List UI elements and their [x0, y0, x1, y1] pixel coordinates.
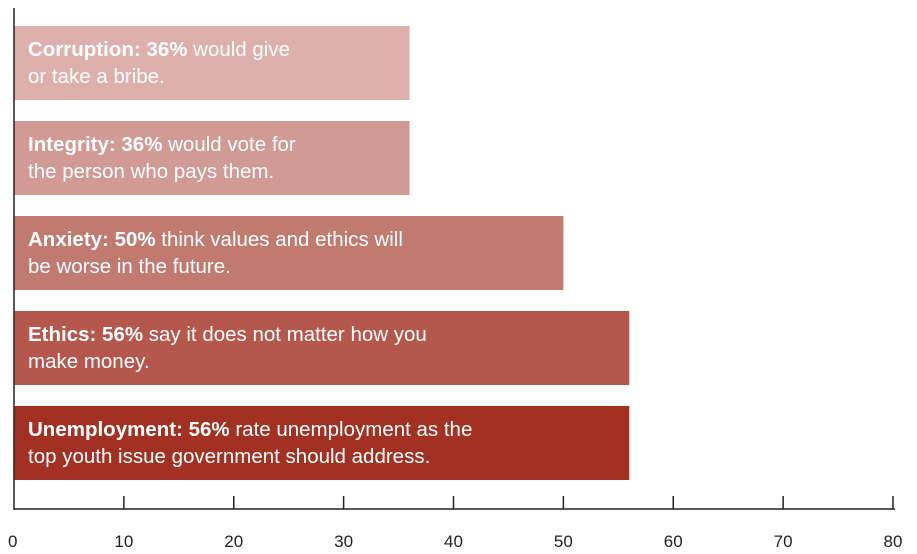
bar-label-highlight: Unemployment: 56%: [28, 418, 230, 441]
bar-label-text: would vote for: [162, 133, 295, 156]
bar-label-line2: be worse in the future.: [28, 255, 231, 278]
bar-label-line1: Anxiety: 50% think values and ethics wil…: [28, 228, 403, 251]
bar-integrity: [14, 121, 410, 195]
bar-label-line1: Integrity: 36% would vote for: [28, 133, 296, 156]
bar-anxiety: [14, 216, 564, 290]
x-tick-label: 10: [114, 532, 133, 551]
bar-unemployment: [14, 406, 630, 480]
bar-label-text: think values and ethics will: [156, 228, 403, 251]
x-tick-label: 70: [774, 532, 793, 551]
x-tick-label: 40: [444, 532, 463, 551]
x-tick-label: 30: [334, 532, 353, 551]
bar-label-text: say it does not matter how you: [143, 323, 427, 346]
bar-label-highlight: Integrity: 36%: [28, 133, 162, 156]
bar-label-line1: Corruption: 36% would give: [28, 38, 290, 61]
bar-label-line1: Ethics: 56% say it does not matter how y…: [28, 323, 427, 346]
bar-corruption: [14, 26, 410, 100]
bars-group: Corruption: 36% would give or take a brib…: [14, 26, 630, 480]
bar-label-highlight: Ethics: 56%: [28, 323, 143, 346]
x-tick-label: 80: [884, 532, 903, 551]
x-tick-label: 0: [8, 532, 17, 551]
bar-label-text: rate unemployment as the: [230, 418, 473, 441]
bar-label-text: would give: [187, 38, 290, 61]
bar-label-line2: or take a bribe.: [28, 65, 165, 88]
x-tick-label: 50: [554, 532, 573, 551]
x-axis-ticks: 0 10 20 30 40 50 60 70 80: [8, 496, 902, 551]
bar-label-line1: Unemployment: 56% rate unemployment as t…: [28, 418, 472, 441]
x-tick-label: 60: [664, 532, 683, 551]
bar-label-line2: make money.: [28, 350, 150, 373]
bar-label-highlight: Corruption: 36%: [28, 38, 187, 61]
x-tick-label: 20: [224, 532, 243, 551]
bar-label-highlight: Anxiety: 50%: [28, 228, 156, 251]
bar-ethics: [14, 311, 630, 385]
bar-label-line2: top youth issue government should addres…: [28, 445, 430, 468]
bar-label-line2: the person who pays them.: [28, 160, 274, 183]
